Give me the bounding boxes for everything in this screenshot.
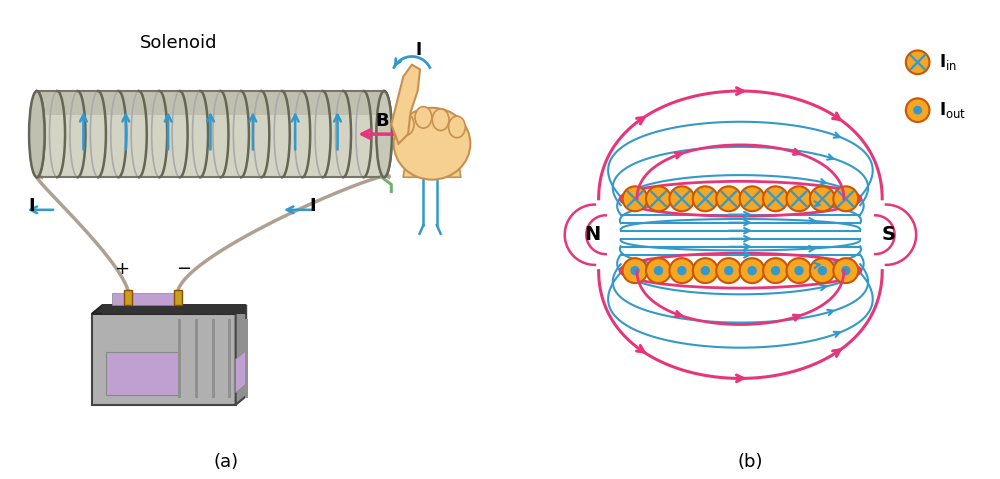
- Bar: [102, 305, 246, 314]
- Circle shape: [748, 267, 756, 274]
- Circle shape: [646, 186, 671, 211]
- Circle shape: [810, 258, 835, 283]
- Text: B: B: [375, 112, 389, 130]
- Circle shape: [842, 267, 850, 274]
- Text: I: I: [416, 41, 422, 59]
- Polygon shape: [236, 351, 246, 393]
- Text: S: S: [882, 225, 896, 244]
- Text: −: −: [176, 260, 191, 278]
- Bar: [228, 319, 231, 398]
- Circle shape: [914, 106, 921, 114]
- Bar: [195, 319, 198, 398]
- Circle shape: [623, 258, 647, 283]
- Text: $\mathbf{I}_\mathrm{in}$: $\mathbf{I}_\mathrm{in}$: [939, 52, 957, 72]
- Text: I: I: [29, 197, 35, 215]
- Circle shape: [810, 186, 835, 211]
- Circle shape: [669, 186, 694, 211]
- Circle shape: [787, 186, 811, 211]
- Circle shape: [833, 258, 858, 283]
- Ellipse shape: [376, 91, 392, 177]
- Circle shape: [631, 267, 639, 274]
- Circle shape: [654, 267, 662, 274]
- Circle shape: [906, 98, 929, 122]
- Circle shape: [623, 186, 647, 211]
- Polygon shape: [92, 314, 236, 405]
- Circle shape: [818, 267, 826, 274]
- Text: N: N: [584, 225, 600, 244]
- Text: Solenoid: Solenoid: [139, 34, 217, 52]
- Circle shape: [772, 267, 780, 274]
- Circle shape: [678, 267, 686, 274]
- Ellipse shape: [397, 114, 414, 135]
- Circle shape: [693, 258, 718, 283]
- Ellipse shape: [394, 108, 470, 180]
- Circle shape: [763, 258, 788, 283]
- Polygon shape: [403, 158, 461, 177]
- Ellipse shape: [432, 109, 449, 130]
- Circle shape: [795, 267, 803, 274]
- Ellipse shape: [415, 106, 432, 128]
- Polygon shape: [391, 65, 420, 144]
- Text: +: +: [115, 260, 130, 278]
- Bar: [212, 319, 215, 398]
- Text: $\mathbf{I}_\mathrm{out}$: $\mathbf{I}_\mathrm{out}$: [939, 100, 966, 120]
- Text: (a): (a): [213, 453, 239, 471]
- Text: (b): (b): [737, 453, 763, 471]
- Bar: [106, 352, 178, 395]
- Circle shape: [716, 186, 741, 211]
- Circle shape: [906, 50, 929, 74]
- Bar: [178, 319, 181, 398]
- Circle shape: [763, 186, 788, 211]
- Circle shape: [833, 186, 858, 211]
- Circle shape: [646, 258, 671, 283]
- Polygon shape: [236, 305, 246, 405]
- Circle shape: [701, 267, 709, 274]
- Ellipse shape: [449, 116, 465, 138]
- Circle shape: [787, 258, 811, 283]
- Circle shape: [693, 186, 718, 211]
- Circle shape: [740, 186, 765, 211]
- Polygon shape: [112, 293, 179, 305]
- Polygon shape: [37, 91, 384, 177]
- Circle shape: [740, 258, 765, 283]
- Bar: [245, 319, 248, 398]
- Circle shape: [716, 258, 741, 283]
- Circle shape: [725, 267, 733, 274]
- Bar: [124, 290, 132, 305]
- Circle shape: [669, 258, 694, 283]
- Text: I: I: [309, 197, 316, 215]
- Bar: [174, 290, 182, 305]
- Ellipse shape: [29, 91, 45, 177]
- Polygon shape: [92, 305, 246, 314]
- Polygon shape: [37, 91, 384, 114]
